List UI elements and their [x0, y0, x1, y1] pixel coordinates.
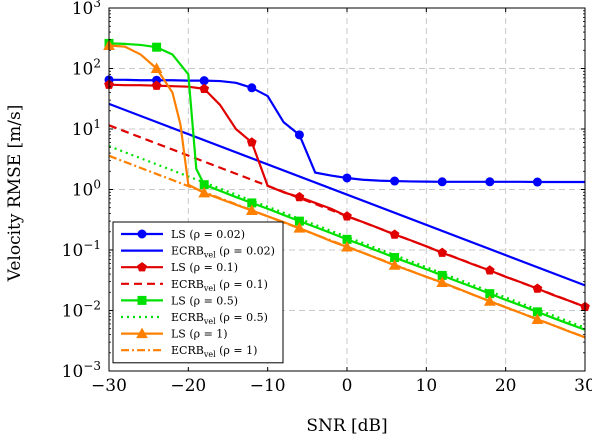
legend-label: ECRBvel (ρ = 0.02)	[171, 245, 275, 260]
series-line	[108, 154, 586, 339]
legend-box	[112, 221, 284, 364]
series-1	[108, 102, 586, 287]
x-tick-label: 0	[342, 376, 353, 396]
legend-marker	[137, 262, 147, 272]
series-4	[104, 38, 586, 331]
legend-label: LS (ρ = 0.02)	[171, 228, 245, 241]
data-point	[152, 42, 162, 52]
legend-label: ECRBvel (ρ = 0.1)	[171, 278, 268, 293]
y-tick-label: 101	[72, 117, 101, 140]
y-tick-label: 100	[72, 178, 101, 201]
legend-marker	[136, 327, 148, 339]
y-tick-label: 10−3	[62, 359, 101, 382]
legend-label: ECRBvel (ρ = 0.5)	[171, 311, 268, 326]
y-axis-label: Velocity RMSE [m/s]	[5, 105, 25, 283]
series-7	[108, 154, 586, 339]
legend-entry: ECRBvel (ρ = 0.1)	[121, 278, 268, 293]
x-tick-label: −20	[170, 376, 206, 396]
legend-label: ECRBvel (ρ = 1)	[171, 344, 257, 359]
legend-entry: LS (ρ = 0.02)	[121, 228, 245, 241]
y-tick-label: 10−1	[62, 238, 101, 261]
legend-label: LS (ρ = 0.5)	[171, 294, 238, 307]
legend-marker	[137, 295, 147, 305]
y-tick-label: 102	[72, 57, 101, 80]
legend: LS (ρ = 0.02)ECRBvel (ρ = 0.02)LS (ρ = 0…	[112, 221, 284, 364]
legend-entry: LS (ρ = 0.5)	[121, 294, 238, 307]
data-point	[246, 137, 257, 147]
legend-entry: LS (ρ = 0.1)	[121, 261, 238, 274]
data-point	[390, 176, 400, 186]
data-point	[485, 177, 495, 187]
data-point	[150, 62, 163, 73]
data-point	[199, 76, 209, 86]
data-point	[151, 80, 162, 90]
plot-series	[103, 38, 590, 339]
x-tick-label: −30	[91, 376, 127, 396]
y-tick-label: 10−2	[62, 299, 101, 322]
legend-entry: LS (ρ = 1)	[121, 327, 228, 341]
data-point	[294, 191, 305, 202]
legend-entry: ECRBvel (ρ = 1)	[121, 344, 257, 359]
legend-entry: ECRBvel (ρ = 0.02)	[121, 245, 275, 260]
x-tick-label: 10	[416, 376, 438, 396]
legend-label: LS (ρ = 0.1)	[171, 261, 238, 274]
axis-ticks: −30 −20 −10 0 10 20 30 103 102 101 100 10−1 10−2 10−3	[62, 0, 592, 396]
x-axis-label: SNR [dB]	[306, 416, 387, 436]
x-tick-label: 20	[495, 376, 517, 396]
series-line	[108, 102, 586, 287]
data-point	[437, 177, 447, 187]
data-point	[294, 130, 304, 140]
series-line	[108, 124, 586, 308]
legend-label: LS (ρ = 1)	[171, 328, 228, 341]
legend-entry: ECRBvel (ρ = 0.5)	[121, 311, 268, 326]
x-tick-label: 30	[574, 376, 592, 396]
data-point	[532, 177, 542, 187]
x-tick-label: −10	[250, 376, 286, 396]
data-point	[247, 83, 257, 93]
data-point	[342, 173, 352, 183]
series-line	[108, 42, 586, 331]
data-point	[199, 83, 210, 94]
series-3	[108, 124, 586, 308]
y-tick-label: 103	[72, 0, 101, 19]
legend-marker	[137, 229, 147, 239]
